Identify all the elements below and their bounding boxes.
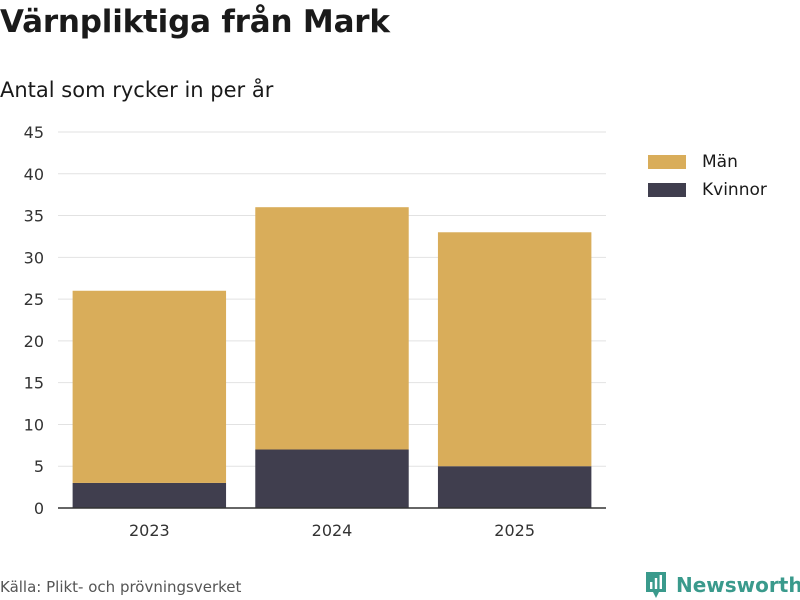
- source-note: Källa: Plikt- och prövningsverket: [0, 578, 242, 596]
- legend-swatch-kvinnor: [648, 183, 686, 197]
- bar-kvinnor-2025: [437, 466, 592, 508]
- bar-man-2024: [255, 207, 409, 450]
- y-tick-label: 40: [24, 165, 44, 184]
- y-tick-label: 45: [24, 123, 44, 142]
- brand-name: Newsworthy: [676, 573, 800, 597]
- chart-subtitle: Antal som rycker in per år: [0, 78, 274, 102]
- brand: Newsworthy: [644, 570, 800, 600]
- legend-item-man: Män: [648, 148, 767, 176]
- y-tick-label: 35: [24, 207, 44, 226]
- x-axis-ticks: 2023 2024 2025: [129, 521, 535, 540]
- x-tick-label: 2024: [312, 521, 353, 540]
- bar-man-2023: [72, 290, 227, 483]
- chart-title: Värnpliktiga från Mark: [0, 4, 390, 40]
- y-tick-label: 20: [24, 332, 44, 351]
- y-tick-label: 15: [24, 374, 44, 393]
- y-tick-label: 30: [24, 248, 44, 267]
- x-tick-label: 2023: [129, 521, 170, 540]
- y-tick-label: 5: [34, 457, 44, 476]
- y-axis-ticks: 0 5 10 15 20 25 30 35 40 45: [24, 123, 44, 518]
- legend-label-man: Män: [702, 152, 738, 172]
- x-tick-label: 2025: [494, 521, 535, 540]
- y-tick-label: 0: [34, 499, 44, 518]
- y-tick-label: 25: [24, 290, 44, 309]
- bars: [72, 207, 592, 508]
- y-tick-label: 10: [24, 415, 44, 434]
- bar-man-2025: [437, 232, 592, 467]
- bar-kvinnor-2024: [255, 449, 409, 508]
- legend: Män Kvinnor: [648, 148, 767, 204]
- bar-kvinnor-2023: [72, 482, 227, 508]
- legend-label-kvinnor: Kvinnor: [702, 180, 767, 200]
- newsworthy-logo-icon: [646, 572, 666, 598]
- legend-item-kvinnor: Kvinnor: [648, 176, 767, 204]
- legend-swatch-man: [648, 155, 686, 169]
